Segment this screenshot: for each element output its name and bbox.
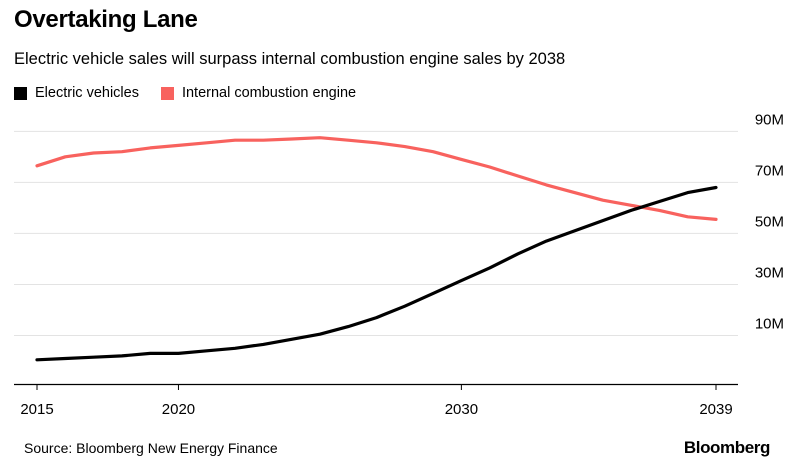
chart-subtitle: Electric vehicle sales will surpass inte…: [14, 50, 566, 68]
x-tick-label: 2020: [162, 401, 195, 418]
legend-swatch-ice: [160, 86, 174, 100]
y-tick-label: 10M: [755, 316, 784, 333]
legend-swatch-ev: [14, 86, 27, 100]
y-tick-label: 50M: [755, 213, 784, 230]
x-tick-label: 2039: [699, 401, 732, 418]
x-tick-label: 2015: [20, 401, 53, 418]
source-note: Source: Bloomberg New Energy Finance: [24, 440, 278, 456]
chart-title: Overtaking Lane: [14, 6, 198, 33]
y-tick-label: 70M: [755, 162, 784, 179]
legend: Electric vehicles Internal combustion en…: [14, 85, 378, 101]
y-tick-label: 30M: [755, 264, 784, 281]
legend-item-ice: Internal combustion engine: [160, 85, 357, 101]
bloomberg-logo: Bloomberg: [683, 438, 771, 457]
x-tick-label: 2030: [445, 401, 478, 418]
series-line-internal-combustion-engine: [35, 136, 718, 221]
series-line-electric-vehicles: [35, 185, 718, 362]
legend-label-ice: Internal combustion engine: [181, 85, 357, 101]
legend-item-ev: Electric vehicles: [14, 85, 139, 101]
legend-label-ev: Electric vehicles: [35, 85, 139, 101]
y-tick-label: 90M: [755, 111, 784, 128]
